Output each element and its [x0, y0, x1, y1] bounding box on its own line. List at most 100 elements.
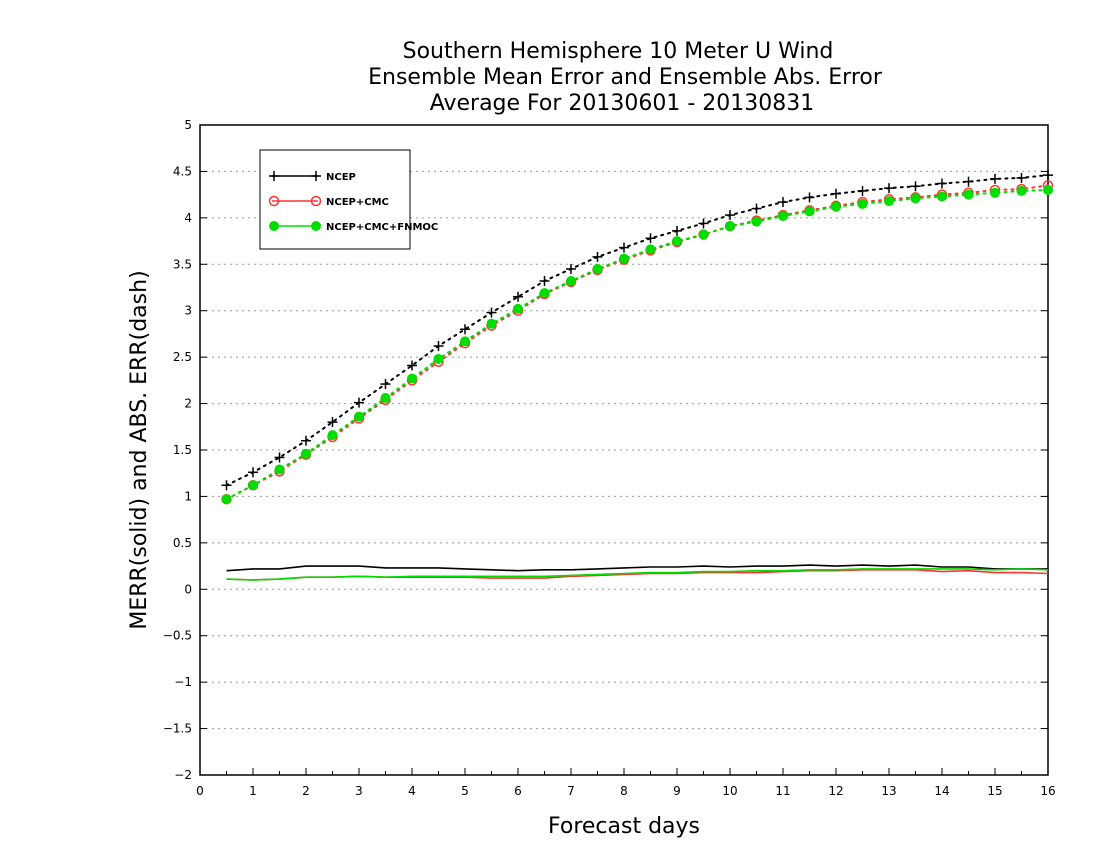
title-line-3: Average For 20130601 - 20130831 [430, 91, 815, 116]
abs-err-point [672, 225, 682, 236]
x-tick-label: 16 [1040, 784, 1055, 798]
abs-err-point [884, 196, 894, 207]
abs-err-line [225, 189, 1049, 501]
mean-err-line [226, 568, 1049, 581]
abs-err-point [1043, 185, 1053, 195]
abs-err-point [751, 216, 762, 227]
legend-label: NCEP [326, 172, 356, 183]
abs-err-point [327, 417, 338, 428]
abs-err-point [778, 211, 788, 221]
legend-marker [311, 171, 321, 181]
x-tick-label: 11 [775, 784, 790, 798]
y-tick-label: −2 [174, 768, 192, 782]
abs-err-point [645, 233, 656, 244]
abs-err-point [301, 448, 311, 459]
abs-err-point [354, 397, 364, 408]
y-tick-label: 4.5 [173, 164, 192, 178]
legend-marker [311, 221, 321, 231]
abs-err-point [698, 229, 709, 240]
chart-title: Southern Hemisphere 10 Meter U Wind Ense… [368, 39, 883, 116]
x-tick-label: 4 [408, 784, 416, 798]
legend-marker [269, 171, 279, 181]
abs-err-point [539, 288, 550, 299]
abs-err-point [407, 360, 417, 371]
series-0 [221, 170, 1053, 572]
abs-err-point [1016, 172, 1027, 183]
x-tick-label: 3 [355, 784, 363, 798]
abs-err-point [619, 242, 629, 253]
abs-err-point [566, 276, 576, 286]
abs-err-point [751, 203, 762, 214]
y-tick-label: 4 [184, 211, 192, 225]
abs-err-point [460, 324, 470, 335]
abs-err-point [857, 185, 868, 196]
legend-entry: NCEP+CMC [268, 195, 389, 208]
abs-err-point [778, 197, 788, 208]
abs-err-line [225, 174, 1049, 487]
abs-err-point [248, 480, 258, 491]
abs-err-point [248, 467, 258, 478]
y-tick-label: −1 [174, 675, 192, 689]
abs-err-point [433, 341, 444, 351]
y-tick-label: 5 [184, 118, 192, 132]
legend-label: NCEP+CMC [326, 197, 389, 208]
abs-err-point [672, 236, 682, 247]
abs-err-point [937, 191, 947, 202]
abs-err-point [221, 494, 232, 505]
mean-err-line [226, 568, 1049, 581]
abs-err-point [460, 336, 470, 347]
abs-err-point [221, 480, 232, 491]
x-axis-title: Forecast days [548, 814, 700, 839]
y-tick-label: 0.5 [173, 536, 192, 550]
x-tick-label: 5 [461, 784, 469, 798]
abs-err-point [990, 187, 1000, 198]
abs-err-point [804, 192, 815, 203]
abs-err-point [539, 276, 550, 286]
legend: NCEP NCEP+CMC NCEP+CMC+FNMOC [259, 149, 438, 250]
x-tick-label: 1 [249, 784, 257, 798]
abs-err-point [354, 411, 364, 422]
x-tick-label: 14 [934, 784, 949, 798]
series-2 [221, 185, 1053, 581]
abs-err-point [990, 173, 1000, 184]
abs-err-point [698, 218, 709, 229]
mean-err-line [226, 564, 1048, 572]
abs-err-point [831, 201, 841, 212]
y-tick-label: 3.5 [173, 257, 192, 271]
abs-err-point [380, 379, 391, 390]
abs-err-point [857, 198, 868, 209]
abs-err-point [592, 251, 603, 262]
abs-err-point [884, 183, 894, 194]
x-axis: 0 1 2 3 4 5 6 7 8 9 10 11 12 13 14 15 16 [196, 768, 1056, 798]
abs-err-point [725, 221, 735, 232]
legend-entry: NCEP+CMC+FNMOC [269, 221, 438, 233]
abs-err-point [407, 373, 417, 384]
abs-err-point [963, 189, 974, 200]
abs-err-point [1043, 170, 1053, 181]
abs-err-point [486, 318, 497, 329]
legend-marker [268, 195, 280, 207]
x-tick-label: 10 [722, 784, 737, 798]
y-tick-label: 2 [184, 397, 192, 411]
abs-err-point [725, 210, 735, 221]
abs-err-point [566, 263, 576, 274]
series-layer [221, 170, 1054, 581]
y-tick-label: 1 [184, 489, 192, 503]
abs-err-point [274, 464, 285, 475]
x-tick-label: 0 [196, 784, 204, 798]
abs-err-point [486, 307, 497, 318]
abs-err-point [910, 181, 921, 192]
abs-err-point [619, 253, 629, 264]
abs-err-point [963, 176, 974, 187]
y-axis-title: MERR(solid) and ABS. ERR(dash) [127, 270, 152, 629]
x-tick-label: 13 [881, 784, 896, 798]
abs-err-point [513, 291, 523, 302]
y-tick-label: −1.5 [163, 722, 192, 736]
abs-err-point [831, 188, 841, 199]
legend-entry: NCEP [269, 171, 356, 183]
abs-err-point [592, 263, 603, 274]
abs-err-point [1016, 185, 1027, 196]
title-line-1: Southern Hemisphere 10 Meter U Wind [403, 39, 834, 64]
x-tick-label: 8 [620, 784, 628, 798]
x-tick-label: 15 [987, 784, 1002, 798]
